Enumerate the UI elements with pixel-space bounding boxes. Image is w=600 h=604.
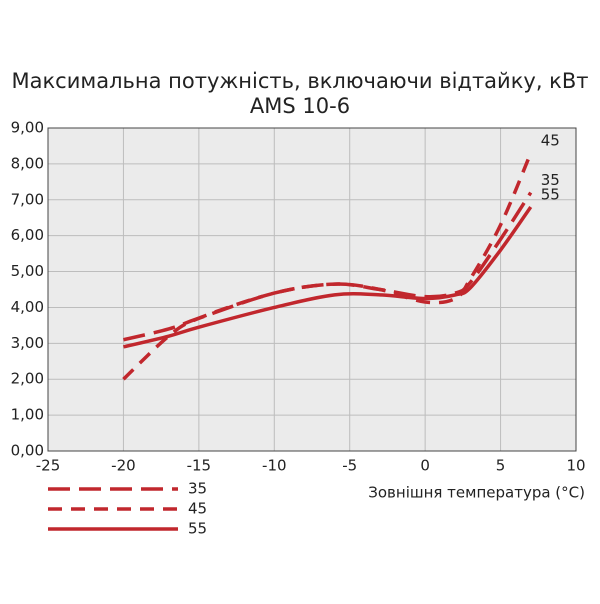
x-tick-label: 0 (420, 457, 430, 475)
legend-label: 35 (188, 480, 207, 498)
series-line (123, 205, 533, 349)
y-tick-label: 4,00 (11, 298, 44, 316)
series-line (122, 152, 533, 381)
x-tick-label: -5 (342, 457, 357, 475)
plot-frame (47, 127, 577, 452)
y-tick-label: 9,00 (11, 119, 44, 137)
y-tick-label: 8,00 (11, 154, 44, 172)
y-tick-label: 0,00 (11, 442, 44, 460)
legend-label: 55 (188, 520, 207, 538)
chart-title: Максимальна потужність, включаючи відтай… (12, 69, 589, 93)
x-tick-label: -25 (36, 457, 61, 475)
x-tick-label: 10 (566, 457, 585, 475)
y-tick-label: 7,00 (11, 190, 44, 208)
chart-subtitle: AMS 10-6 (250, 94, 350, 118)
x-axis-label: Зовнішня температура (°C) (368, 484, 585, 502)
x-tick-label: -10 (262, 457, 287, 475)
x-tick-label: -20 (111, 457, 136, 475)
legend-label: 45 (188, 500, 207, 518)
y-tick-label: 6,00 (11, 226, 44, 244)
y-tick-label: 3,00 (11, 334, 44, 352)
x-tick-label: 5 (496, 457, 506, 475)
series-end-label: 35 (541, 171, 560, 189)
y-tick-label: 2,00 (11, 370, 44, 388)
y-tick-label: 1,00 (11, 406, 44, 424)
plot-area (48, 128, 576, 451)
series-end-label: 55 (541, 185, 560, 203)
series-end-label: 45 (541, 132, 560, 150)
x-tick-label: -15 (187, 457, 212, 475)
y-tick-label: 5,00 (11, 262, 44, 280)
